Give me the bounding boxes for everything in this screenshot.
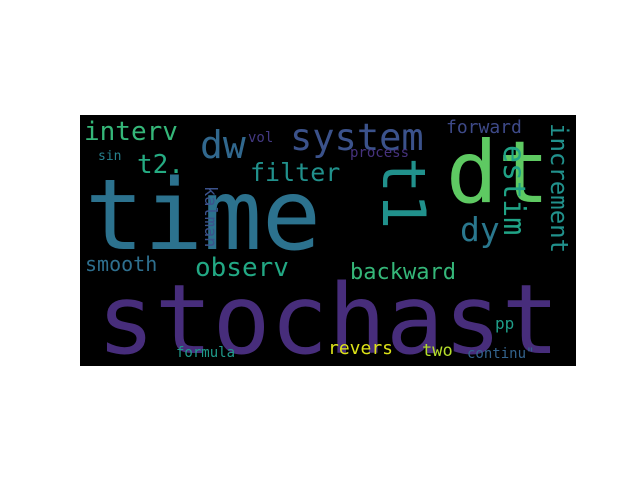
word-dy: dy (460, 210, 500, 249)
word-smooth: smooth (85, 252, 158, 276)
word-cloud: stochast time dt t1 system dw interv t2.… (80, 115, 576, 366)
word-t1: t1 (368, 157, 438, 230)
word-observ: observ (195, 253, 289, 283)
word-increment: increment (545, 123, 573, 254)
word-backward: backward (350, 260, 456, 285)
word-kalman: kalman (200, 186, 220, 248)
word-t2: t2. (137, 150, 184, 180)
word-sin: sin (98, 149, 122, 164)
word-pp: pp (495, 314, 515, 333)
word-time: time (85, 159, 322, 273)
word-process: process (350, 145, 410, 161)
word-estim: estim (496, 145, 531, 236)
word-system: system (290, 116, 424, 159)
word-forward: forward (446, 117, 522, 138)
word-stochast: stochast (97, 264, 560, 366)
word-filter: filter (250, 158, 341, 187)
word-continu: continu" (467, 346, 535, 362)
word-formula: formula (176, 345, 236, 361)
word-dt: dt (446, 123, 550, 223)
word-two: two (422, 341, 453, 361)
word-dw: dw (200, 123, 246, 167)
word-revers: revers (328, 338, 394, 359)
word-interv: interv (84, 117, 178, 147)
word-vol: vol (248, 130, 274, 146)
